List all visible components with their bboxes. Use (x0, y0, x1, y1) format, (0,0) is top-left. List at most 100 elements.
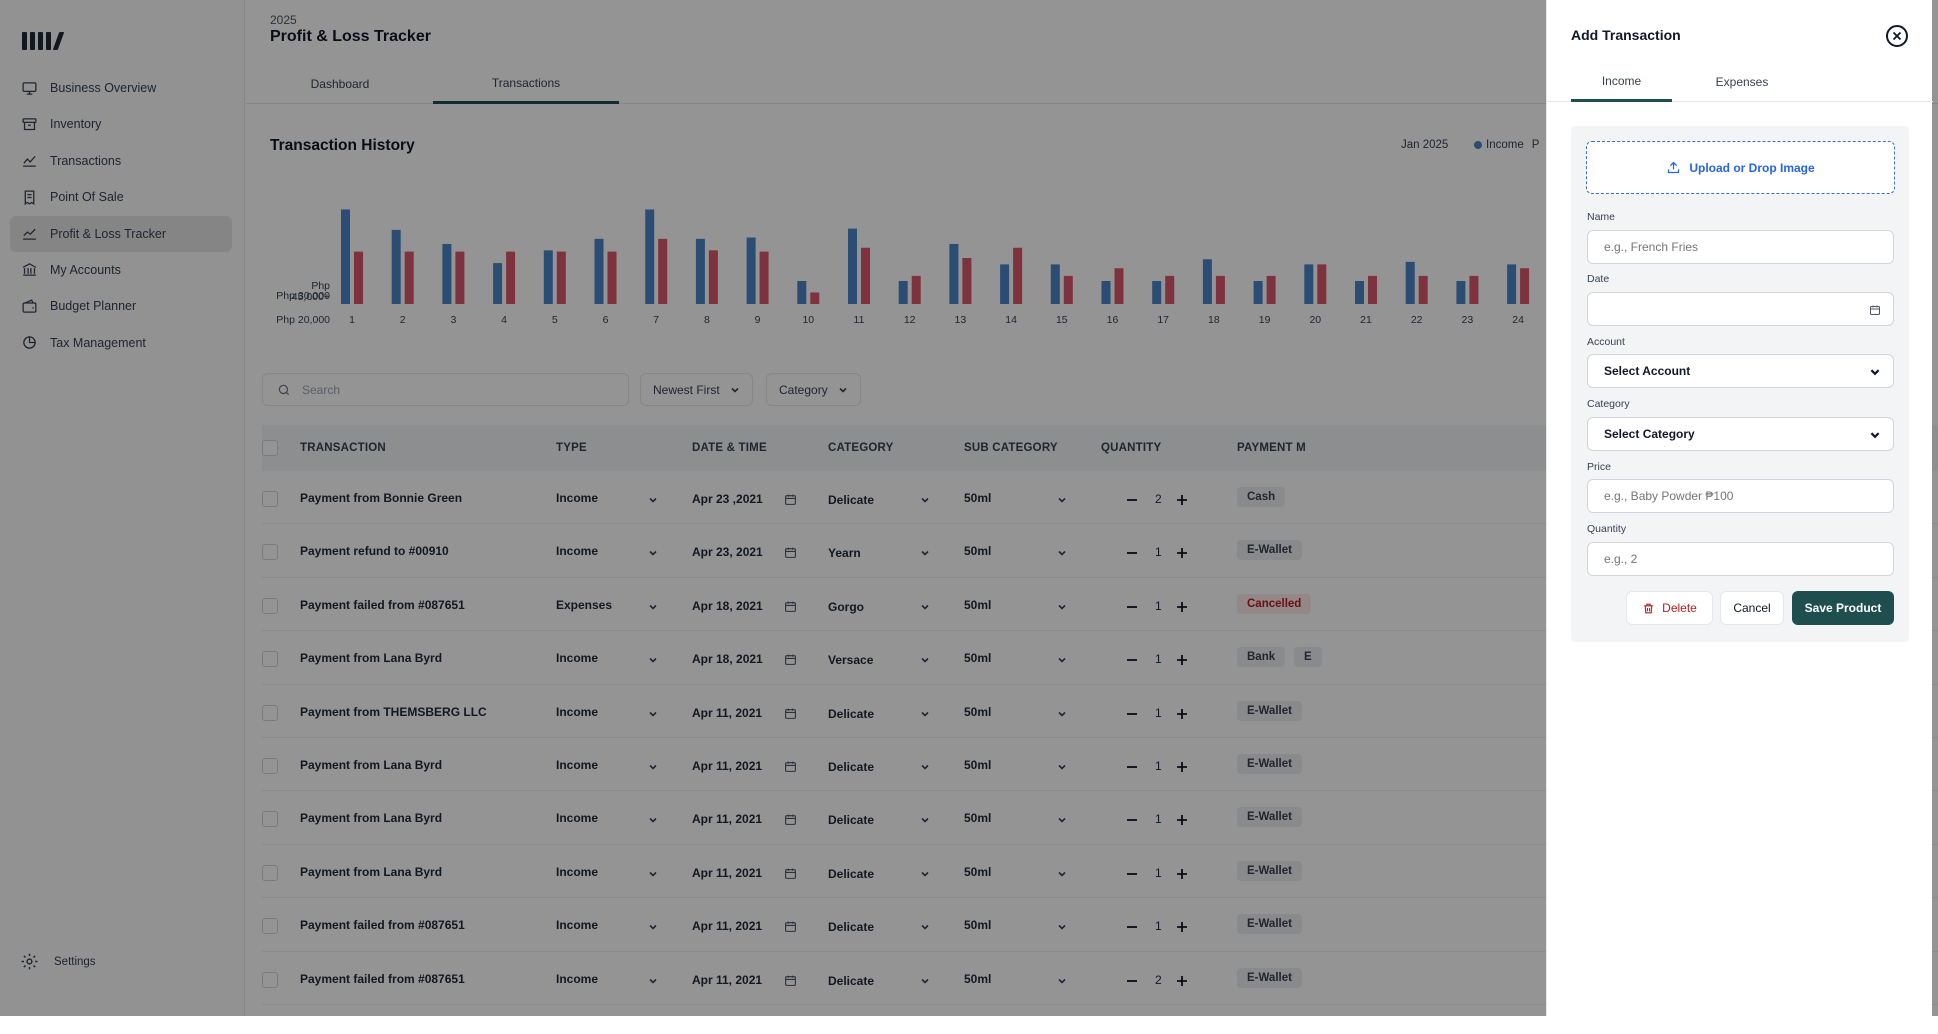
chevron-down-icon[interactable] (648, 815, 658, 825)
search-input[interactable]: Search (262, 373, 629, 406)
minus-icon[interactable] (1125, 813, 1139, 827)
chevron-down-icon[interactable] (648, 709, 658, 719)
bar-expenses-14[interactable] (1013, 247, 1023, 304)
chevron-down-icon[interactable] (648, 976, 658, 986)
minus-icon[interactable] (1125, 707, 1139, 721)
table-row[interactable]: Payment from Lana Byrd Income Apr 18, 2021… (262, 631, 1938, 685)
calendar-icon[interactable] (784, 760, 797, 773)
table-row[interactable]: Payment failed from #087651 Income Apr 11,… (262, 898, 1938, 952)
sidebar-item-my-accounts[interactable]: My Accounts (10, 252, 232, 288)
category-select[interactable]: Select Category (1587, 417, 1894, 451)
plus-icon[interactable] (1175, 920, 1189, 934)
bar-income-7[interactable] (645, 209, 655, 304)
table-row[interactable]: Payment from Lana Byrd Income Apr 11, 2021… (262, 845, 1938, 899)
table-row[interactable]: Payment from Lana Byrd Income Apr 11, 2021… (262, 738, 1938, 792)
save-product-button[interactable]: Save Product (1792, 591, 1894, 625)
column-header-quantity[interactable]: QUANTITY (1101, 442, 1162, 454)
minus-icon[interactable] (1125, 760, 1139, 774)
bar-income-14[interactable] (1000, 264, 1010, 304)
row-checkbox[interactable] (262, 918, 278, 935)
bar-expenses-20[interactable] (1317, 264, 1327, 304)
bar-expenses-8[interactable] (708, 250, 718, 304)
bar-expenses-19[interactable] (1266, 275, 1276, 304)
sidebar-item-tax-management[interactable]: Tax Management (10, 325, 232, 361)
chevron-down-icon[interactable] (1057, 495, 1067, 505)
tab-dashboard[interactable]: Dashboard (310, 77, 370, 91)
plus-icon[interactable] (1175, 974, 1189, 988)
bar-income-1[interactable] (341, 209, 350, 304)
bar-expenses-18[interactable] (1215, 275, 1225, 304)
calendar-icon[interactable] (784, 707, 797, 720)
bar-income-22[interactable] (1405, 261, 1415, 304)
plus-icon[interactable] (1175, 707, 1189, 721)
sidebar-item-transactions[interactable]: Transactions (10, 143, 232, 179)
row-checkbox[interactable] (262, 971, 278, 988)
minus-icon[interactable] (1125, 600, 1139, 614)
calendar-icon[interactable] (784, 920, 797, 933)
tab-transactions[interactable]: Transactions (433, 64, 619, 104)
bar-expenses-5[interactable] (556, 251, 566, 304)
chevron-down-icon[interactable] (920, 922, 930, 932)
calendar-icon[interactable] (784, 546, 797, 559)
bar-expenses-6[interactable] (607, 251, 617, 304)
table-row[interactable]: Payment from Lana Byrd Income Apr 11, 2021… (262, 791, 1938, 845)
bar-expenses-11[interactable] (861, 247, 870, 304)
row-checkbox[interactable] (262, 704, 278, 721)
chevron-down-icon[interactable] (648, 869, 658, 879)
calendar-icon[interactable] (784, 867, 797, 880)
tab-income[interactable]: Income (1571, 62, 1672, 102)
row-checkbox[interactable] (262, 491, 278, 507)
category-filter-dropdown[interactable]: Category (766, 373, 861, 406)
calendar-icon[interactable] (784, 493, 797, 506)
chevron-down-icon[interactable] (648, 762, 658, 772)
bar-expenses-21[interactable] (1368, 275, 1377, 304)
chevron-down-icon[interactable] (1057, 709, 1067, 719)
bar-expenses-2[interactable] (404, 251, 414, 304)
settings-link[interactable]: Settings (20, 952, 96, 971)
bar-income-17[interactable] (1152, 281, 1162, 304)
row-checkbox[interactable] (262, 651, 278, 668)
image-upload-dropzone[interactable]: Upload or Drop Image (1586, 141, 1895, 194)
table-row[interactable]: Payment from Bonnie Green Income Apr 23 ,2… (262, 471, 1938, 525)
chevron-down-icon[interactable] (648, 655, 658, 665)
chevron-down-icon[interactable] (920, 815, 930, 825)
plus-icon[interactable] (1175, 546, 1189, 560)
minus-icon[interactable] (1125, 920, 1139, 934)
table-row[interactable]: Payment failed from #087651 Expenses Apr 1… (262, 578, 1938, 632)
column-header-category[interactable]: CATEGORY (828, 442, 894, 454)
bar-income-16[interactable] (1101, 281, 1111, 304)
column-header-sub-category[interactable]: SUB CATEGORY (964, 442, 1058, 454)
row-checkbox[interactable] (262, 544, 278, 561)
bar-expenses-12[interactable] (911, 275, 921, 304)
bar-expenses-3[interactable] (455, 251, 465, 304)
plus-icon[interactable] (1175, 653, 1189, 667)
calendar-icon[interactable] (784, 974, 797, 987)
minus-icon[interactable] (1125, 546, 1139, 560)
chevron-down-icon[interactable] (1057, 602, 1067, 612)
plus-icon[interactable] (1175, 760, 1189, 774)
calendar-icon[interactable] (784, 653, 797, 666)
chevron-down-icon[interactable] (648, 602, 658, 612)
bar-income-5[interactable] (543, 250, 553, 304)
minus-icon[interactable] (1125, 974, 1139, 988)
tab-expenses[interactable]: Expenses (1715, 75, 1769, 89)
chevron-down-icon[interactable] (648, 548, 658, 558)
chevron-down-icon[interactable] (920, 495, 930, 505)
column-header-type[interactable]: TYPE (556, 442, 587, 454)
chevron-down-icon[interactable] (920, 709, 930, 719)
bar-income-3[interactable] (442, 243, 452, 304)
chevron-down-icon[interactable] (648, 922, 658, 932)
bar-income-19[interactable] (1253, 281, 1263, 304)
bar-income-23[interactable] (1456, 281, 1466, 304)
bar-expenses-17[interactable] (1165, 275, 1175, 304)
table-row[interactable]: Payment refund to #00910 Income Apr 23, 20… (262, 524, 1938, 578)
column-header-date[interactable]: DATE & TIME (692, 442, 767, 454)
table-row[interactable]: Payment failed from #087651 Income Apr 11,… (262, 952, 1938, 1005)
chevron-down-icon[interactable] (920, 976, 930, 986)
bar-income-8[interactable] (695, 238, 705, 304)
row-checkbox[interactable] (262, 864, 278, 881)
plus-icon[interactable] (1175, 867, 1189, 881)
table-row[interactable]: Payment from THEMSBERG LLC Income Apr 11, … (262, 685, 1938, 738)
chevron-down-icon[interactable] (1057, 976, 1067, 986)
price-input[interactable] (1587, 479, 1894, 513)
